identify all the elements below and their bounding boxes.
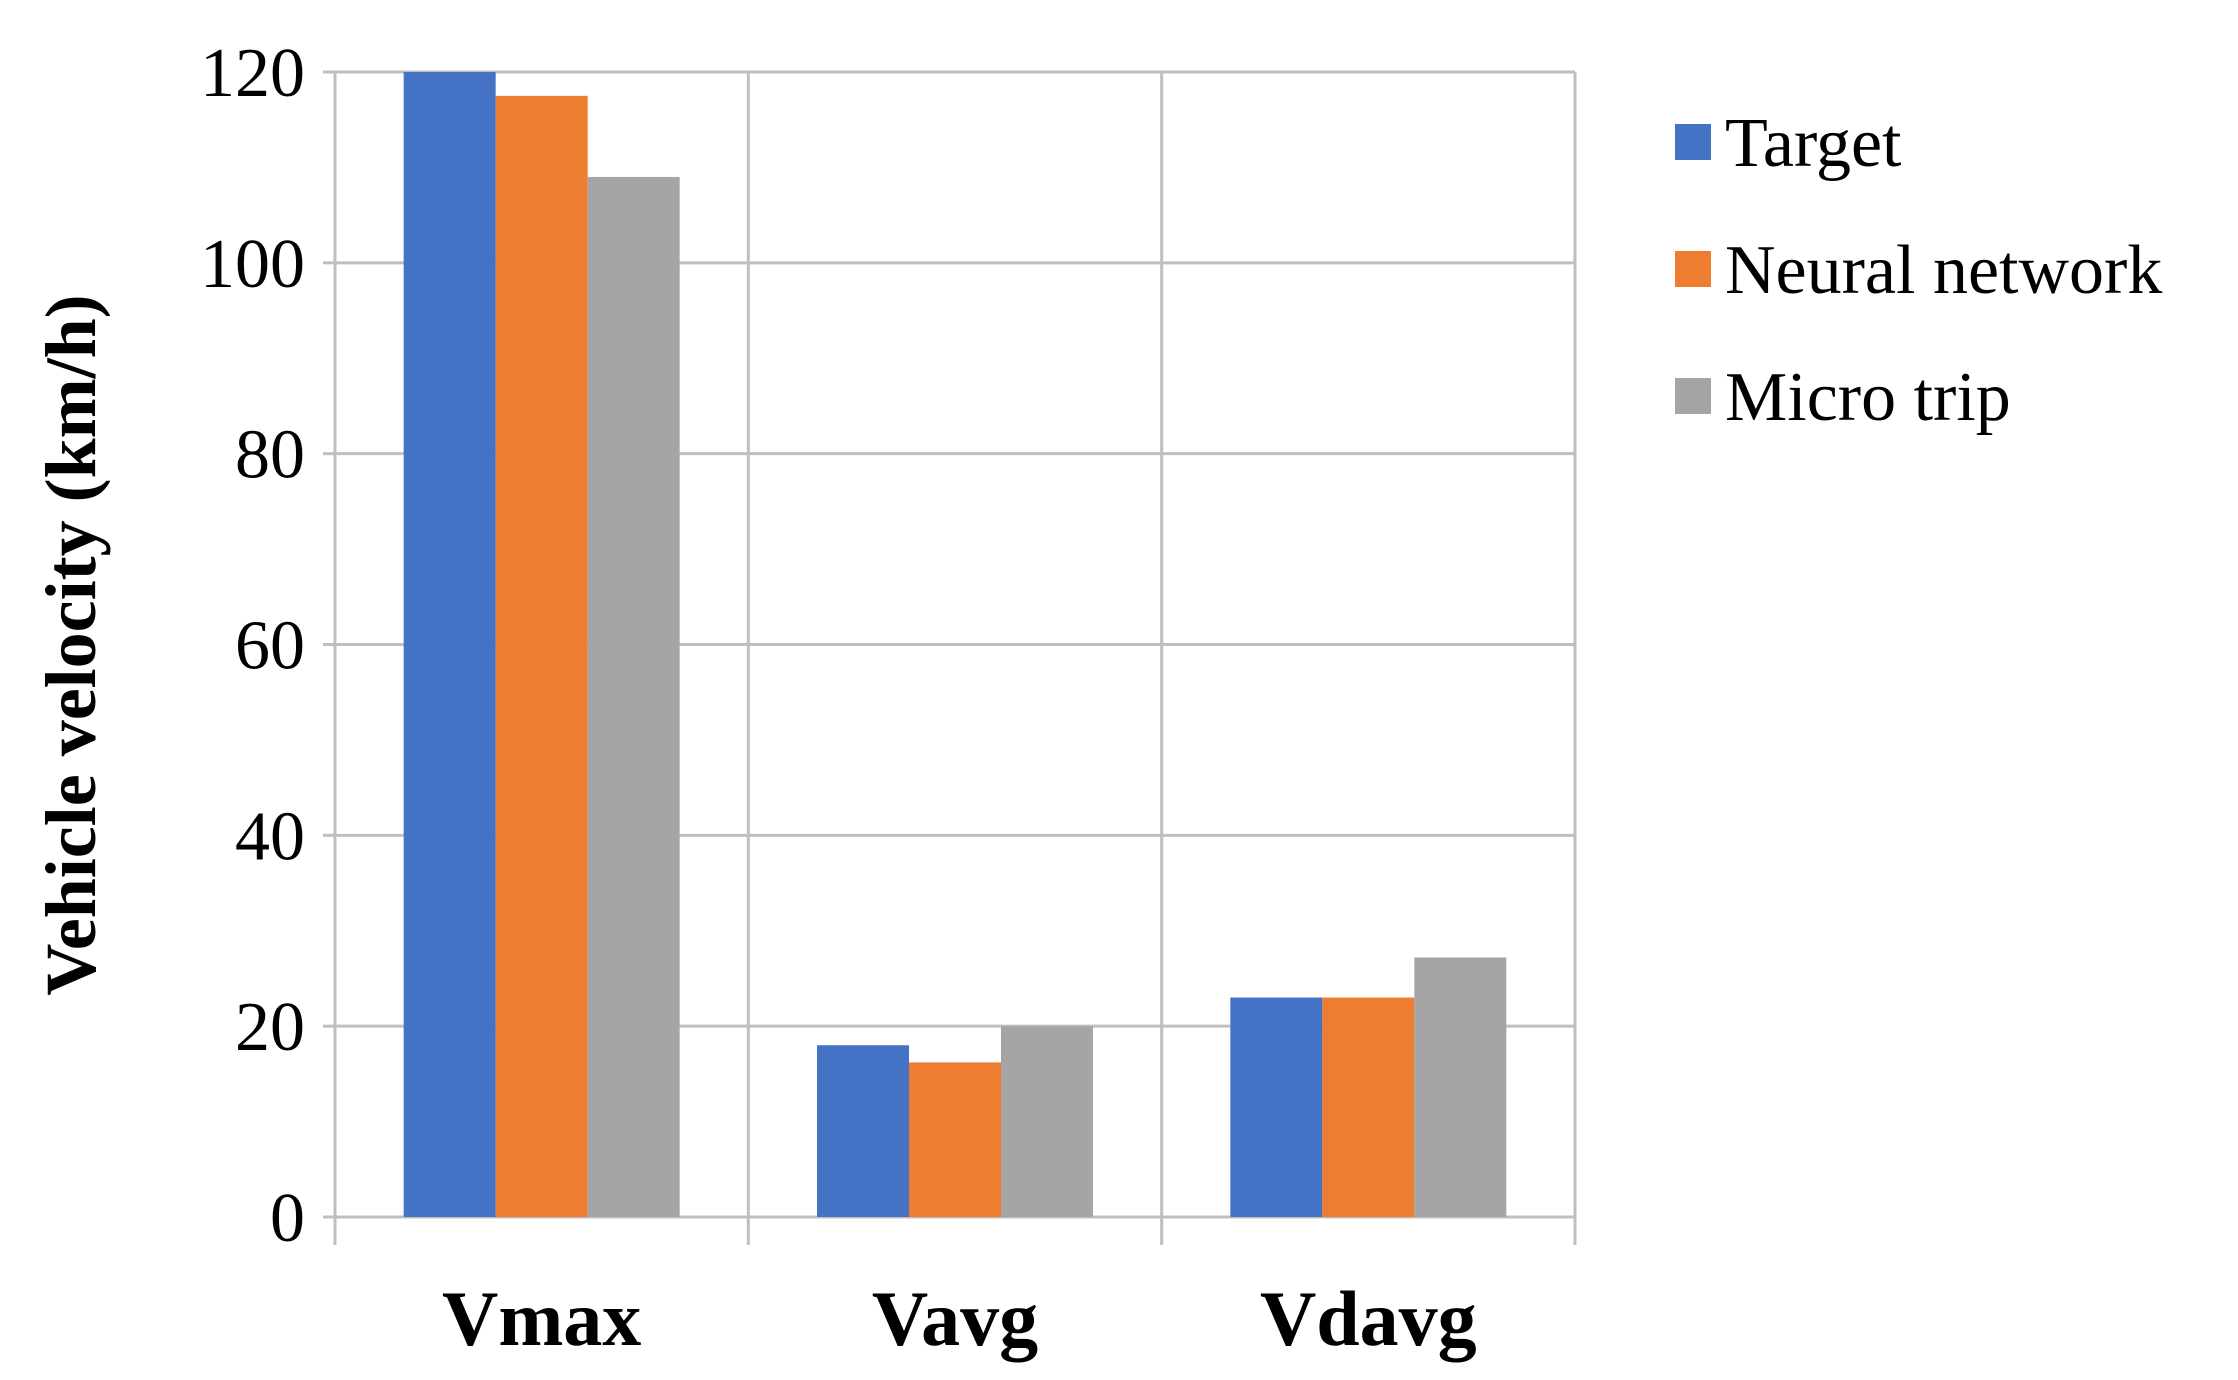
y-tick-label: 80 [235, 417, 305, 494]
y-tick-label: 0 [270, 1180, 305, 1257]
x-category-label: Vmax [442, 1275, 641, 1362]
bar-vavg-target [817, 1045, 909, 1217]
bars [403, 72, 1507, 1218]
bar-vdavg-neural-network [1322, 997, 1415, 1217]
y-tick-label: 40 [235, 798, 305, 875]
legend-label: Target [1725, 105, 1902, 182]
y-tick-label: 100 [200, 226, 305, 303]
legend-label: Micro trip [1725, 359, 2011, 436]
y-tick-label: 120 [200, 35, 305, 112]
y-tick-label: 60 [235, 608, 305, 685]
y-tick-label: 20 [235, 989, 305, 1066]
bar-vmax-micro-trip [587, 176, 680, 1217]
legend-swatch-target [1675, 124, 1711, 160]
legend-label: Neural network [1725, 232, 2162, 309]
legend-swatch-neural-network [1675, 251, 1711, 287]
x-category-label: Vdavg [1260, 1275, 1477, 1362]
bar-vavg-micro-trip [1001, 1026, 1093, 1217]
bar-vavg-neural-network [909, 1062, 1001, 1217]
bar-vdavg-micro-trip [1414, 957, 1507, 1217]
bar-vmax-neural-network [495, 95, 588, 1218]
bar-vdavg-target [1230, 997, 1323, 1217]
y-axis-title: Vehicle velocity (km/h) [31, 294, 111, 995]
x-category-label: Vavg [872, 1275, 1038, 1362]
x-axis-categories: Vmax Vavg Vdavg [442, 1275, 1477, 1362]
bar-vmax-target [403, 72, 496, 1217]
y-axis-ticks: 0 20 40 60 80 100 120 [200, 35, 305, 1257]
legend-swatch-micro-trip [1675, 378, 1711, 414]
legend: Target Neural network Micro trip [1675, 105, 2162, 436]
